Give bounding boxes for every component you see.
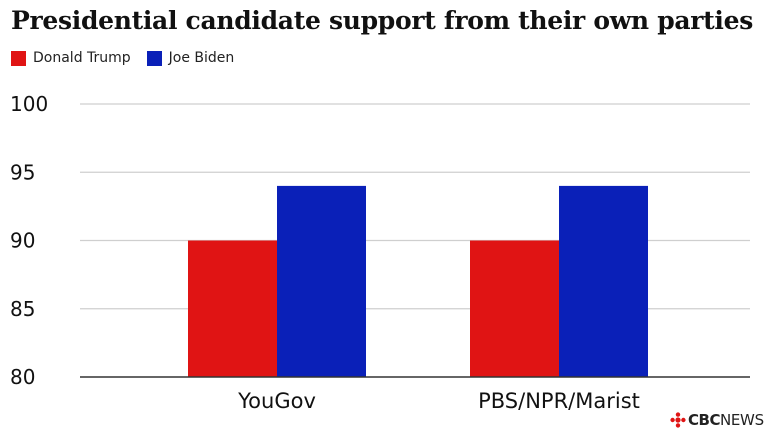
legend-item-trump: Donald Trump	[11, 50, 131, 66]
x-category-label-1: PBS/NPR/Marist	[478, 389, 640, 413]
logo-news-text: NEWS	[719, 411, 764, 429]
legend-item-biden: Joe Biden	[146, 50, 235, 66]
legend-label-trump: Donald Trump	[33, 50, 131, 66]
y-tick-label-95: 95	[10, 160, 35, 184]
y-tick-label-100: 100	[10, 92, 48, 116]
y-tick-label-85: 85	[10, 297, 35, 321]
chart-title: Presidential candidate support from thei…	[11, 6, 753, 35]
bar-joe-biden-0	[277, 185, 366, 377]
bar-donald-trump-1	[470, 240, 559, 377]
x-category-label-0: YouGov	[237, 389, 316, 413]
legend-label-biden: Joe Biden	[168, 50, 235, 66]
logo-cbc-text: CBC	[688, 411, 720, 429]
legend-swatch-biden	[146, 50, 162, 66]
y-tick-label-90: 90	[10, 229, 35, 253]
bar-joe-biden-1	[559, 185, 648, 377]
legend-swatch-trump	[11, 50, 26, 66]
cbc-gem-icon	[670, 412, 686, 428]
cbc-news-logo: CBC NEWS	[670, 411, 764, 429]
bar-donald-trump-0	[188, 240, 277, 377]
legend: Donald Trump Joe Biden	[11, 50, 250, 66]
y-tick-label-80: 80	[10, 365, 35, 389]
